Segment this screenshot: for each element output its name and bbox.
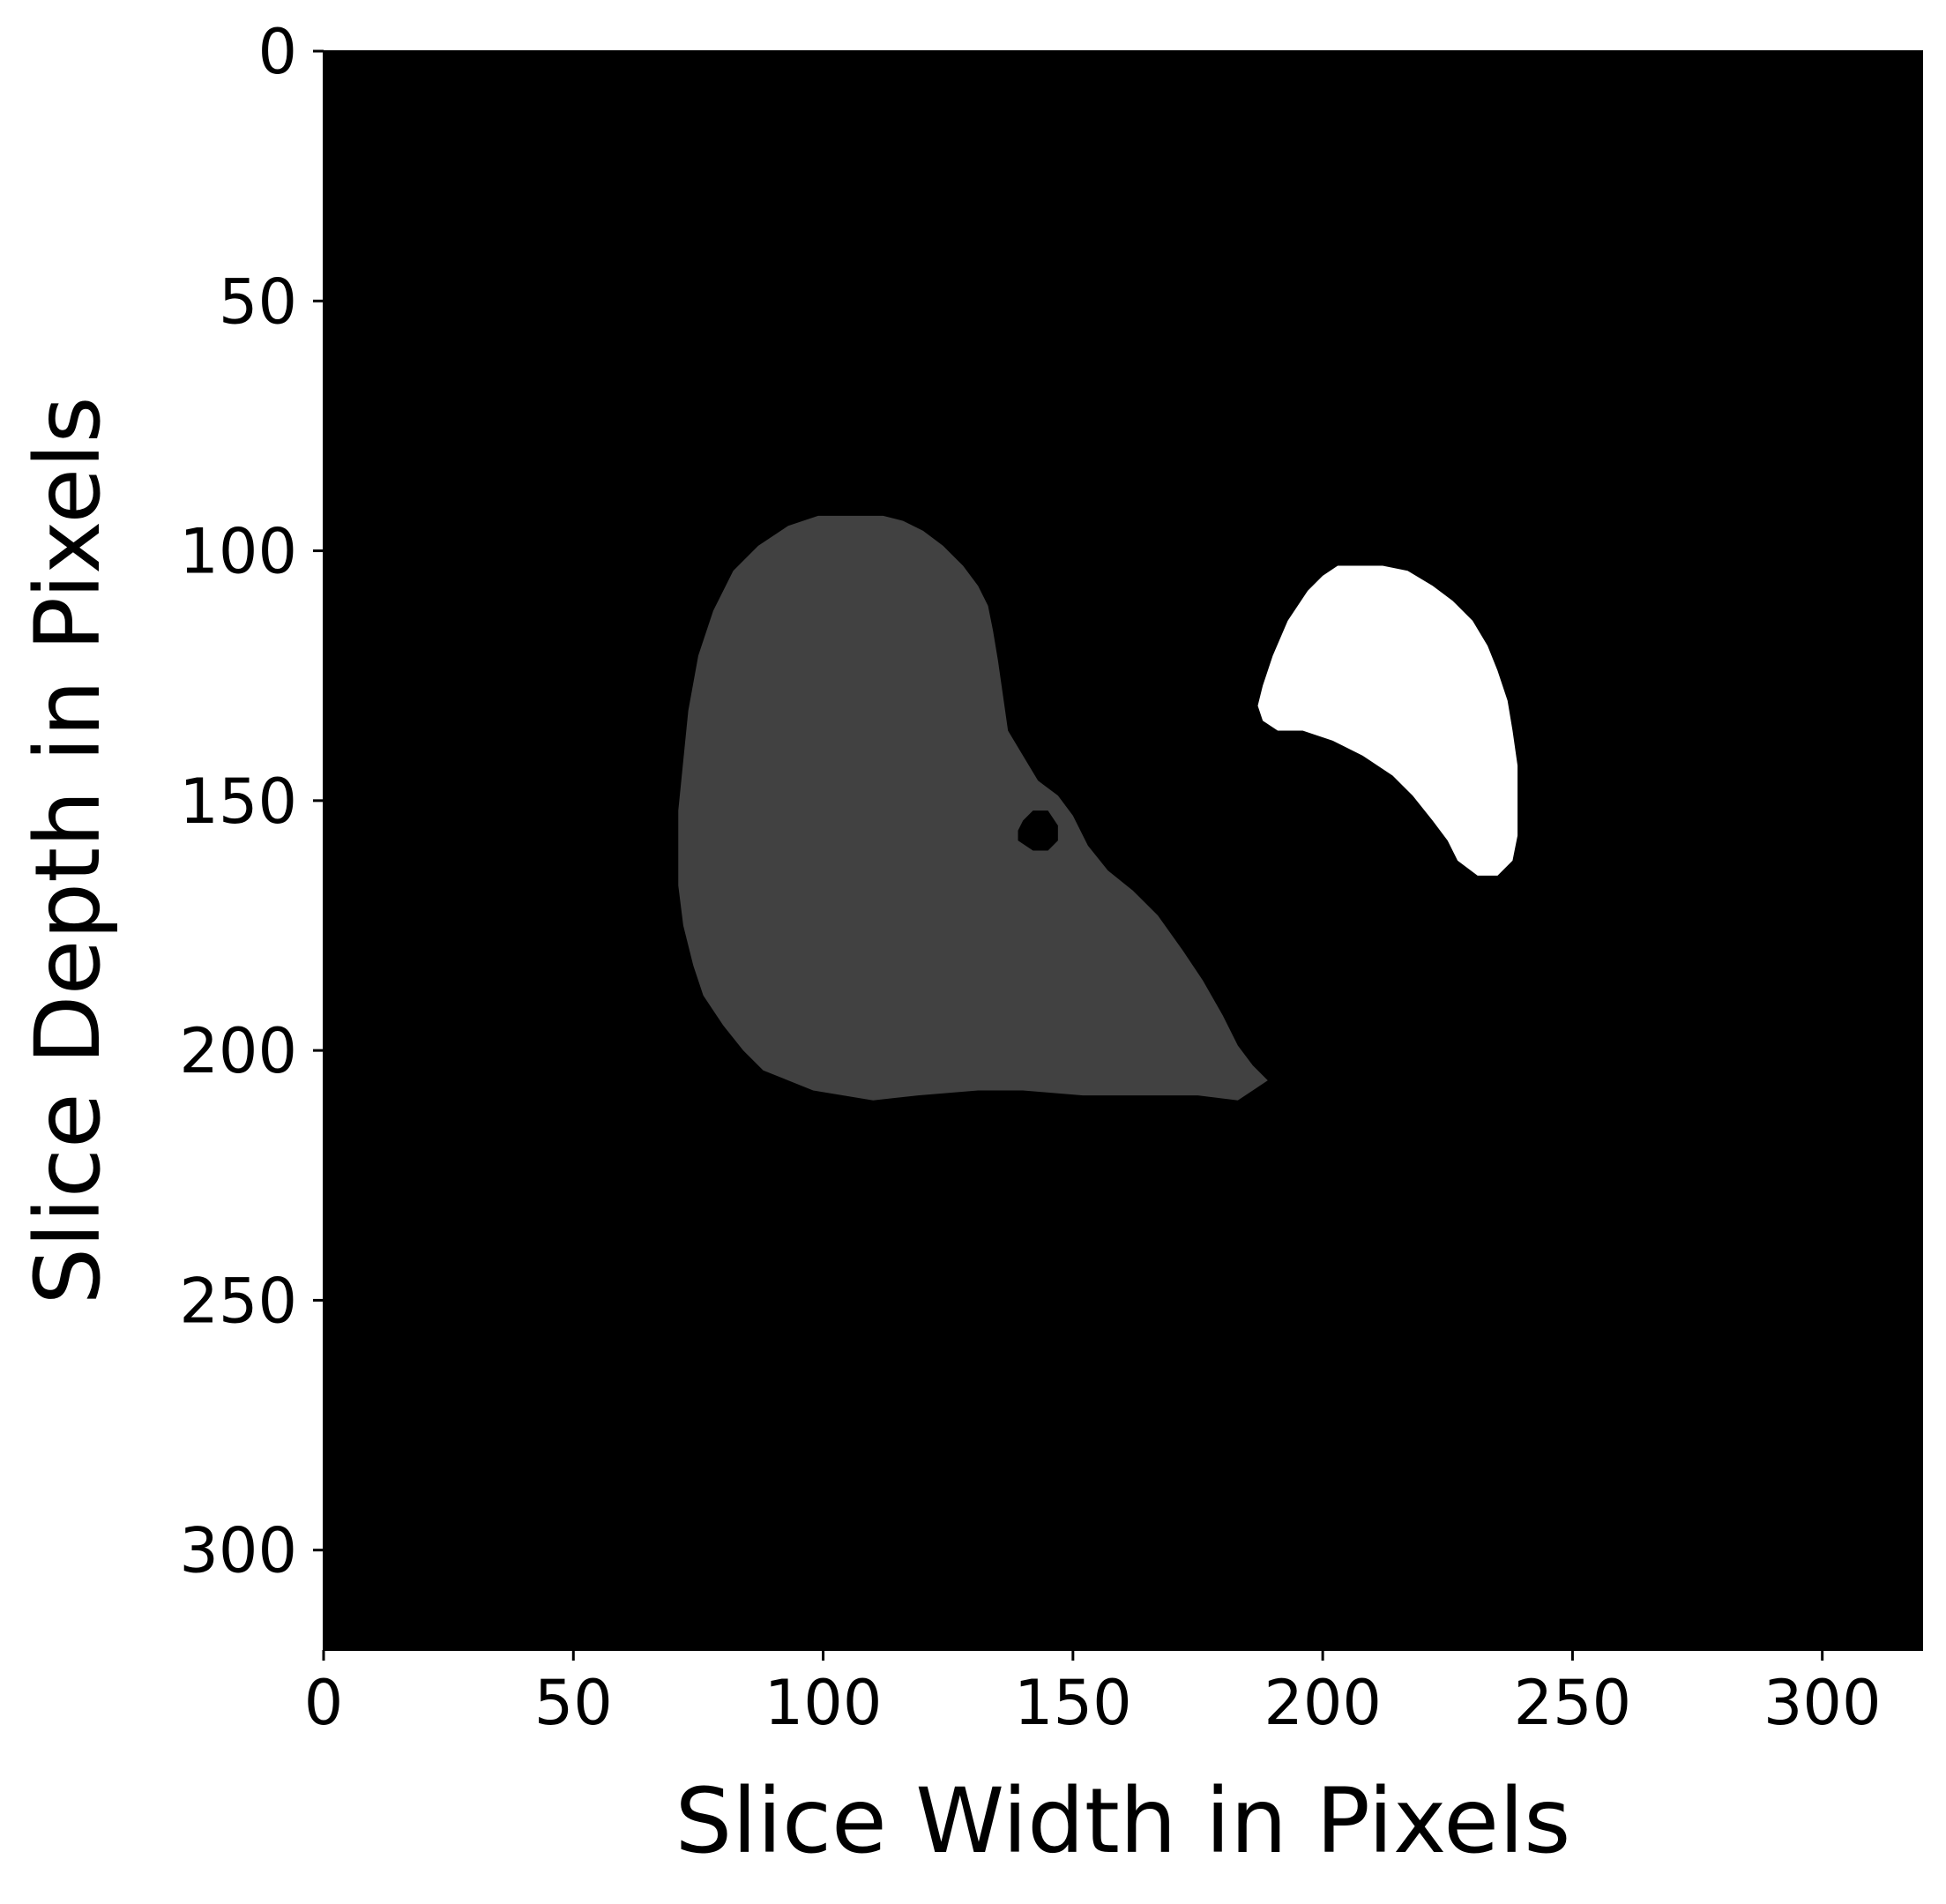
y-tick-label: 300: [179, 1515, 297, 1587]
hole: [1018, 810, 1058, 851]
x-axis-label: Slice Width in Pixels: [675, 1769, 1571, 1874]
x-tick-label: 100: [764, 1667, 883, 1739]
y-axis-ticks: 0 50 100 150 200 250 300: [179, 16, 324, 1587]
x-tick-label: 200: [1264, 1667, 1382, 1739]
y-tick-label: 100: [179, 516, 297, 588]
y-tick-label: 0: [257, 16, 297, 88]
x-tick-label: 250: [1514, 1667, 1632, 1739]
axes-frame: [323, 50, 1923, 1651]
x-axis-ticks: 0 50 100 150 200 250 300: [304, 1650, 1882, 1739]
mask-regions: [678, 515, 1518, 1101]
white-region: [1257, 565, 1518, 876]
x-tick-label: 50: [534, 1667, 613, 1739]
y-tick-label: 250: [179, 1265, 297, 1337]
x-tick-label: 150: [1014, 1667, 1132, 1739]
y-tick-label: 50: [219, 265, 297, 338]
x-tick-label: 300: [1763, 1667, 1882, 1739]
y-tick-label: 200: [179, 1015, 297, 1087]
y-tick-label: 150: [179, 765, 297, 838]
image-background: [324, 51, 1922, 1650]
x-tick-label: 0: [304, 1667, 344, 1739]
gray-region: [678, 515, 1268, 1101]
y-axis-label: Slice Depth in Pixels: [16, 396, 121, 1304]
plot-area: [323, 50, 1923, 1651]
